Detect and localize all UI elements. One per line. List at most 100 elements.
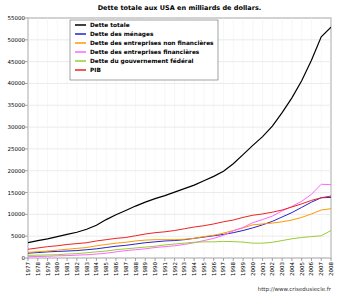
x-tick-label: 1996 bbox=[211, 262, 217, 276]
grid-line bbox=[67, 18, 68, 258]
series-line bbox=[28, 231, 331, 256]
grid-line bbox=[311, 18, 312, 258]
y-tick bbox=[25, 105, 28, 106]
grid-line bbox=[291, 18, 292, 258]
x-tick-label: 1995 bbox=[201, 262, 207, 276]
plot-frame bbox=[28, 18, 331, 258]
x-tick-label: 1983 bbox=[84, 262, 90, 276]
y-tick-label: 40000 bbox=[8, 80, 26, 86]
y-tick-label: 15000 bbox=[8, 190, 26, 196]
x-tick bbox=[164, 258, 165, 261]
x-tick bbox=[145, 258, 146, 261]
legend-label: Dette des entreprises non financières bbox=[90, 40, 214, 47]
x-tick-label: 1984 bbox=[93, 262, 99, 276]
y-tick-label: 50000 bbox=[8, 37, 26, 43]
x-tick bbox=[223, 258, 224, 261]
legend-swatch bbox=[75, 51, 86, 53]
x-tick-label: 1982 bbox=[74, 262, 80, 276]
x-tick-label: 2003 bbox=[279, 262, 285, 276]
y-tick-label: 0 bbox=[22, 255, 26, 261]
x-tick bbox=[106, 258, 107, 261]
y-tick bbox=[25, 127, 28, 128]
x-tick-label: 1985 bbox=[103, 262, 109, 276]
x-tick bbox=[203, 258, 204, 261]
x-tick-label: 1987 bbox=[123, 262, 129, 276]
x-tick-label: 2008 bbox=[328, 262, 334, 276]
y-tick bbox=[25, 170, 28, 171]
x-tick bbox=[291, 258, 292, 261]
y-tick bbox=[25, 148, 28, 149]
grid-line bbox=[233, 18, 234, 258]
x-tick bbox=[76, 258, 77, 261]
x-tick bbox=[321, 258, 322, 261]
x-tick bbox=[155, 258, 156, 261]
y-tick-label: 35000 bbox=[8, 102, 26, 108]
x-tick-label: 1993 bbox=[181, 262, 187, 276]
x-tick bbox=[311, 258, 312, 261]
x-tick-label: 2006 bbox=[308, 262, 314, 276]
annotation: http://www.crisedusiecle.fr bbox=[258, 286, 332, 293]
x-tick bbox=[331, 258, 332, 261]
x-tick-label: 2001 bbox=[260, 262, 266, 276]
legend-label: PIB bbox=[90, 67, 101, 73]
legend-label: Dette des entreprises financières bbox=[90, 49, 200, 56]
grid-line bbox=[252, 18, 253, 258]
grid-line bbox=[28, 192, 331, 193]
legend-box bbox=[70, 20, 218, 80]
x-tick bbox=[86, 258, 87, 261]
grid-line bbox=[331, 18, 332, 258]
y-tick-label: 45000 bbox=[8, 59, 26, 65]
x-tick-label: 1979 bbox=[45, 262, 51, 276]
y-tick bbox=[25, 236, 28, 237]
legend-swatch bbox=[75, 60, 86, 62]
x-tick bbox=[252, 258, 253, 261]
series-line bbox=[28, 184, 331, 256]
x-tick bbox=[184, 258, 185, 261]
y-tick-label: 10000 bbox=[8, 211, 26, 217]
grid-line bbox=[28, 83, 331, 84]
grid-line bbox=[28, 214, 331, 215]
legend-swatch bbox=[75, 42, 86, 44]
x-tick bbox=[57, 258, 58, 261]
y-tick-label: 25000 bbox=[8, 146, 26, 152]
x-tick bbox=[301, 258, 302, 261]
x-tick bbox=[37, 258, 38, 261]
series-line bbox=[28, 196, 331, 249]
grid-line bbox=[321, 18, 322, 258]
legend-swatch bbox=[75, 33, 86, 35]
x-tick-label: 1986 bbox=[113, 262, 119, 276]
x-tick-label: 1994 bbox=[191, 262, 197, 276]
grid-line bbox=[28, 18, 29, 258]
x-tick-label: 1977 bbox=[25, 262, 31, 276]
y-tick-label: 55000 bbox=[8, 15, 26, 21]
x-tick-label: 2000 bbox=[250, 262, 256, 276]
x-tick bbox=[125, 258, 126, 261]
x-tick-label: 2004 bbox=[289, 262, 295, 276]
x-tick-label: 1981 bbox=[64, 262, 70, 276]
x-tick bbox=[262, 258, 263, 261]
x-tick bbox=[96, 258, 97, 261]
series-line bbox=[28, 209, 331, 253]
grid-line bbox=[28, 105, 331, 106]
title: Dette totale aux USA en milliards de dol… bbox=[98, 4, 262, 12]
x-tick-label: 1988 bbox=[133, 262, 139, 276]
grid-line bbox=[28, 236, 331, 237]
grid-line bbox=[243, 18, 244, 258]
grid-line bbox=[37, 18, 38, 258]
grid-line bbox=[262, 18, 263, 258]
x-tick bbox=[28, 258, 29, 261]
x-tick-label: 2007 bbox=[318, 262, 324, 276]
grid-line bbox=[28, 18, 331, 19]
chart: Dette totale aux USA en milliards de dol… bbox=[0, 0, 349, 296]
x-tick-label: 1999 bbox=[240, 262, 246, 276]
x-tick-label: 1998 bbox=[230, 262, 236, 276]
y-tick bbox=[25, 39, 28, 40]
x-tick-label: 2002 bbox=[269, 262, 275, 276]
legend-swatch bbox=[75, 69, 86, 71]
x-tick-label: 1997 bbox=[220, 262, 226, 276]
x-tick-label: 1991 bbox=[162, 262, 168, 276]
y-tick-label: 30000 bbox=[8, 124, 26, 130]
grid-line bbox=[47, 18, 48, 258]
x-tick-label: 1989 bbox=[142, 262, 148, 276]
grid-line bbox=[28, 170, 331, 171]
